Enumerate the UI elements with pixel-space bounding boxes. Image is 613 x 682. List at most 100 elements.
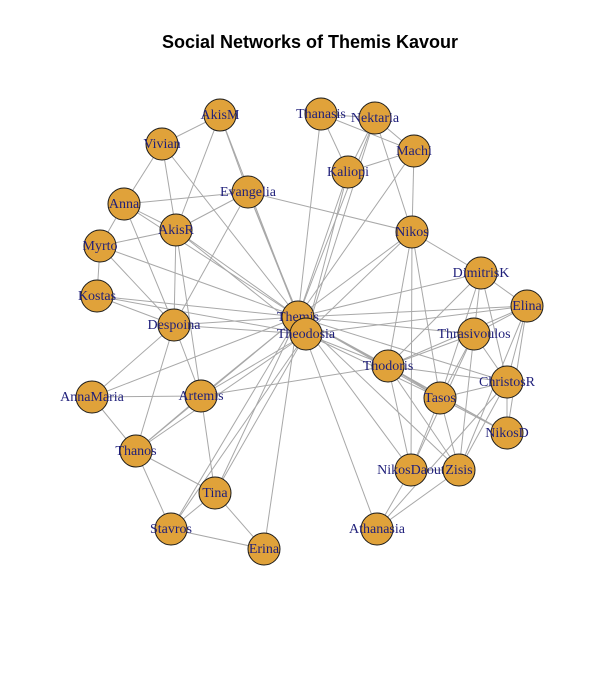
- node-nektaria: Nektaria: [351, 101, 400, 135]
- edge-anna-evangelia: [123, 191, 249, 205]
- node-circle: [395, 215, 429, 249]
- node-label: Kaliopi: [327, 165, 369, 180]
- node-label: Artemis: [178, 389, 223, 404]
- node-erina: Erina: [247, 532, 281, 566]
- edge-themis-vivian: [161, 143, 299, 318]
- node-circle: [442, 453, 476, 487]
- node-label: Tasos: [424, 391, 456, 406]
- nodes-layer: AkisM Vivian Thanasis Nektaria Machi Kaliopi E…: [60, 97, 544, 566]
- edge-dimitrisk-thodoris: [387, 272, 482, 367]
- node-circle: [423, 381, 457, 415]
- edge-theodosia-stavros: [170, 333, 307, 530]
- node-label: Nektaria: [351, 111, 400, 126]
- node-label: Athanasia: [349, 522, 406, 537]
- node-label: Elina: [512, 299, 542, 314]
- node-circle: [203, 98, 237, 132]
- edge-theodosia-kaliopi: [305, 171, 349, 335]
- node-circle: [198, 476, 232, 510]
- node-circle: [157, 308, 191, 342]
- node-label: Thrasivoulos: [437, 327, 510, 342]
- node-tasos: Tasos: [423, 381, 457, 415]
- node-label: Thodoris: [363, 359, 414, 374]
- edge-christosr-zisis: [458, 381, 508, 471]
- node-circle: [159, 213, 193, 247]
- node-thrasivoulos: Thrasivoulos: [437, 317, 511, 351]
- node-label: Despoina: [148, 318, 202, 333]
- node-label: Erina: [249, 542, 280, 557]
- node-circle: [119, 434, 153, 468]
- node-despoina: Despoina: [148, 308, 202, 342]
- node-circle: [247, 532, 281, 566]
- edge-nektaria-nikos: [374, 117, 413, 233]
- node-circle: [304, 97, 338, 131]
- edge-themis-nikos: [297, 231, 413, 318]
- node-label: NikosD: [485, 426, 529, 441]
- node-nikos: Nikos: [395, 215, 429, 249]
- node-circle: [107, 187, 141, 221]
- edge-themis-athanasia: [297, 316, 378, 530]
- edge-theodosia-despoina: [173, 324, 307, 335]
- node-label: Myrto: [83, 239, 118, 254]
- node-label: Thanasis: [296, 107, 346, 122]
- edge-theodosia-nektaria: [305, 117, 376, 335]
- edge-themis-anna: [123, 203, 299, 318]
- edge-themis-thrasivoulos: [297, 316, 475, 335]
- edge-themis-thanasis: [297, 113, 322, 318]
- node-label: Thanos: [115, 444, 156, 459]
- edge-themis-kaliopi: [297, 171, 349, 318]
- edge-nikos-tasos: [411, 231, 441, 399]
- node-akism: AkisM: [201, 98, 240, 132]
- node-kostas: Kostas: [78, 279, 116, 313]
- node-label: AkisR: [158, 223, 194, 238]
- node-label: Kostas: [78, 289, 116, 304]
- edge-thodoris-zisis: [387, 365, 460, 471]
- node-circle: [490, 416, 524, 450]
- node-circle: [360, 512, 394, 546]
- node-stavros: Stavros: [150, 512, 192, 546]
- edge-theodosia-nikos: [305, 231, 413, 335]
- node-myrto: Myrto: [83, 229, 118, 263]
- node-label: Nikos: [395, 225, 428, 240]
- node-circle: [457, 317, 491, 351]
- node-label: Tina: [202, 486, 228, 501]
- edge-thodoris-christosr: [387, 365, 508, 383]
- edge-evangelia-nikos: [247, 191, 413, 233]
- node-circle: [510, 289, 544, 323]
- node-thanasis: Thanasis: [296, 97, 346, 131]
- edge-christosr-athanasia: [376, 381, 508, 530]
- node-theodosia: Theodosia: [277, 317, 336, 351]
- node-evangelia: Evangelia: [220, 175, 277, 209]
- edge-despoina-annamaria: [91, 324, 175, 398]
- node-christosr: ChristosR: [479, 365, 536, 399]
- edges-layer: [91, 113, 528, 550]
- edge-themis-kostas: [96, 295, 299, 318]
- node-vivian: Vivian: [143, 127, 181, 161]
- edge-theodosia-tina: [214, 333, 307, 494]
- edge-themis-stavros: [170, 316, 299, 530]
- edge-themis-christosr: [297, 316, 508, 383]
- node-circle: [154, 512, 188, 546]
- node-machi: Machi: [396, 134, 432, 168]
- node-label: Evangelia: [220, 185, 277, 200]
- node-label: Vivian: [143, 137, 180, 152]
- node-dimitrisk: DimitrisK: [453, 256, 509, 290]
- node-annamaria: AnnaMaria: [60, 380, 125, 414]
- node-circle: [184, 379, 218, 413]
- node-circle: [75, 380, 109, 414]
- node-circle: [394, 453, 428, 487]
- edge-anna-despoina: [123, 203, 175, 326]
- node-anna: Anna: [107, 187, 141, 221]
- node-circle: [490, 365, 524, 399]
- node-circle: [397, 134, 431, 168]
- edge-themis-akisr: [175, 229, 299, 318]
- node-elina: Elina: [510, 289, 544, 323]
- edge-nikos-nikosdaout: [410, 231, 413, 471]
- edge-myrto-despoina: [99, 245, 175, 326]
- edge-akism-akisr: [175, 114, 221, 231]
- node-athanasia: Athanasia: [349, 512, 406, 546]
- node-label: Machi: [396, 144, 432, 159]
- node-circle: [83, 229, 117, 263]
- node-kaliopi: Kaliopi: [327, 155, 369, 189]
- edge-theodosia-artemis: [200, 333, 307, 397]
- node-label: Anna: [109, 197, 140, 212]
